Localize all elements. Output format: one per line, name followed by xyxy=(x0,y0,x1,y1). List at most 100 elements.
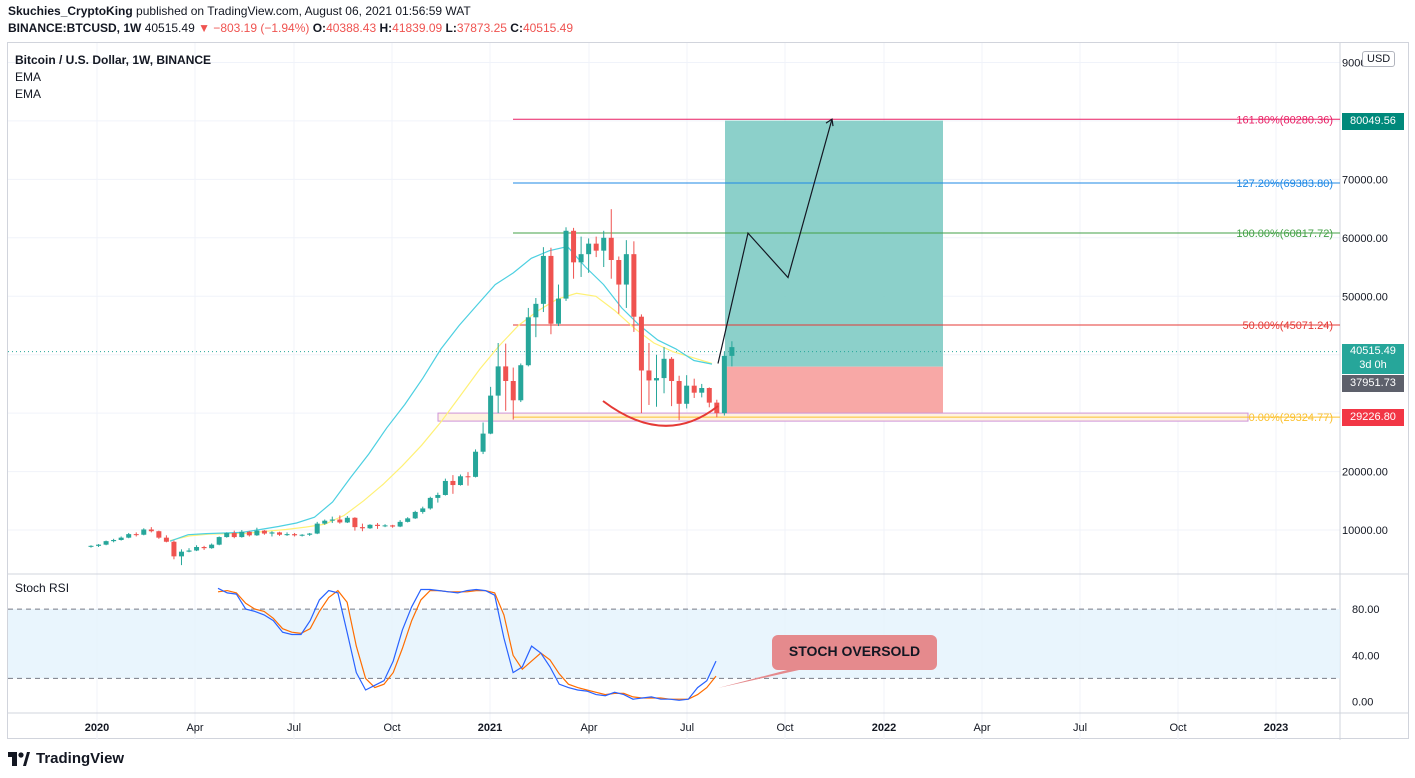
candle-body xyxy=(661,358,667,379)
candle-body xyxy=(676,381,682,404)
stoch-tick-1: 40.00 xyxy=(1352,650,1380,662)
low-label: L: xyxy=(445,21,457,35)
candle-body xyxy=(390,525,396,527)
candle-body xyxy=(571,230,577,263)
price-tick-6: 70000.00 xyxy=(1342,174,1388,186)
candle-body xyxy=(88,545,94,547)
time-tick-2: Jul xyxy=(287,722,301,734)
chart-frame xyxy=(7,42,1409,739)
candle-body xyxy=(691,385,697,393)
candle-body xyxy=(533,303,539,318)
stoch-d-line xyxy=(217,589,717,700)
candle-body xyxy=(307,533,313,535)
stoch-rsi-legend[interactable]: Stoch RSI xyxy=(15,581,70,595)
price-tick-5: 60000.00 xyxy=(1342,233,1388,245)
candle-body xyxy=(367,524,373,529)
last-price-badge: 40515.49 3d 0h xyxy=(1342,344,1404,374)
cup-curve xyxy=(602,400,719,427)
high-value: 41839.09 xyxy=(392,21,443,35)
footer: TradingView xyxy=(8,750,124,767)
callout-pointer xyxy=(718,668,808,688)
time-tick-8: 2022 xyxy=(872,722,896,734)
candle-body xyxy=(344,517,350,523)
ema-fast-line xyxy=(169,245,713,542)
candle-body xyxy=(126,534,132,538)
publish-line: Skuchies_CryptoKing published on Trading… xyxy=(8,4,471,18)
candle-body xyxy=(269,532,275,534)
close-value: 40515.49 xyxy=(522,21,574,35)
open-value: 40388.43 xyxy=(326,21,377,35)
candle-body xyxy=(133,534,139,536)
candle-body xyxy=(586,243,592,255)
candle-body xyxy=(473,451,479,477)
fib-label-2: 100.00%(60817.72) xyxy=(1236,228,1333,240)
candle-body xyxy=(329,519,335,521)
candle-body xyxy=(96,544,102,546)
candle-body xyxy=(359,527,365,529)
tradingview-brand[interactable]: TradingView xyxy=(36,750,125,767)
candle-body xyxy=(721,355,727,414)
stop-price-badge: 29226.80 xyxy=(1342,409,1404,426)
price-tick-0: 10000.00 xyxy=(1342,525,1388,537)
candle-body xyxy=(510,381,516,401)
time-tick-6: Jul xyxy=(680,722,694,734)
candle-body xyxy=(322,520,328,524)
symbol-name: BINANCE:BTCUSD, 1W xyxy=(8,21,142,35)
time-tick-11: Oct xyxy=(1169,722,1186,734)
candle-body xyxy=(442,480,448,495)
ohlc-line: BINANCE:BTCUSD, 1W 40515.49 ▼ −803.19 (−… xyxy=(8,21,573,35)
candle-body xyxy=(480,433,486,452)
projection-path xyxy=(717,118,833,364)
price-tick-1: 20000.00 xyxy=(1342,467,1388,479)
candle-body xyxy=(231,532,237,538)
time-tick-3: Oct xyxy=(383,722,400,734)
fib-label-4: 0.00%(29324.77) xyxy=(1249,412,1333,424)
candle-body xyxy=(555,298,561,324)
candle-body xyxy=(171,541,177,557)
ema-slow-line xyxy=(169,292,713,542)
publish-info: published on TradingView.com, August 06,… xyxy=(136,4,471,18)
candle-body xyxy=(638,316,644,371)
candle-body xyxy=(457,476,463,486)
candle-body xyxy=(299,534,305,536)
candle-body xyxy=(435,494,441,498)
target-zone xyxy=(725,120,943,367)
last-price-value: 40515.49 xyxy=(1350,345,1396,357)
candle-body xyxy=(465,476,471,478)
candle-body xyxy=(540,255,546,304)
candle-body xyxy=(292,534,298,536)
author-name[interactable]: Skuchies_CryptoKing xyxy=(8,4,133,18)
candle-body xyxy=(314,523,320,534)
candle-body xyxy=(337,519,343,523)
candle-body xyxy=(412,511,418,519)
stop-zone xyxy=(725,366,943,418)
last-price: 40515.49 xyxy=(144,21,195,35)
candle-body xyxy=(186,550,192,552)
time-tick-9: Apr xyxy=(973,722,990,734)
candle-body xyxy=(729,347,735,356)
candle-body xyxy=(148,529,154,532)
candle-body xyxy=(518,365,524,401)
candle-body xyxy=(246,531,252,536)
candle-body xyxy=(427,497,433,509)
candle-body xyxy=(224,532,230,538)
bar-countdown: 3d 0h xyxy=(1359,359,1387,371)
candle-body xyxy=(405,518,411,522)
candle-body xyxy=(111,539,117,542)
currency-button[interactable]: USD xyxy=(1362,51,1396,67)
time-tick-5: Apr xyxy=(580,722,597,734)
candle-body xyxy=(593,243,599,251)
target-price-badge: 80049.56 xyxy=(1342,113,1404,130)
candle-body xyxy=(382,525,388,527)
candle-body xyxy=(375,524,381,526)
ema-legend-2[interactable]: EMA xyxy=(15,87,42,101)
candle-body xyxy=(178,551,184,557)
open-label: O: xyxy=(312,21,327,35)
entry-price-badge: 37951.73 xyxy=(1342,375,1404,392)
candle-body xyxy=(397,521,403,527)
candle-body xyxy=(706,388,712,403)
ema-legend-1[interactable]: EMA xyxy=(15,70,42,84)
candle-body xyxy=(669,358,675,382)
candle-body xyxy=(201,547,207,549)
